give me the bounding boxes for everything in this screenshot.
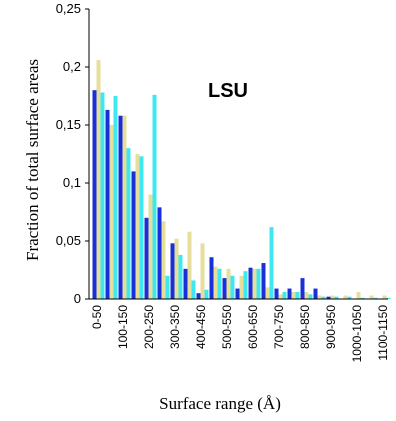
bar-series-1-150-200 — [131, 171, 136, 299]
bar-series-2-550-600 — [239, 275, 244, 299]
bar-series-1-700-750 — [274, 288, 279, 299]
bar-series-2-0-50 — [96, 60, 101, 299]
bar-series-1-300-350 — [170, 243, 175, 299]
y-tick-label: 0 — [74, 291, 81, 306]
bar-series-2-700-750 — [278, 294, 283, 299]
bar-series-2-300-350 — [174, 238, 179, 299]
bar-series-3-1000-1050 — [360, 297, 365, 299]
bar-series-2-50-100 — [109, 125, 114, 299]
bar-series-1-650-700 — [261, 263, 266, 299]
x-tick-label: 700-750 — [272, 305, 286, 349]
bar-series-1-200-250 — [144, 217, 149, 299]
bar-series-2-500-550 — [226, 268, 231, 299]
bar-series-1-0-50 — [92, 90, 97, 299]
bar-series-3-950-1000 — [347, 296, 352, 299]
y-tick-label: 0,05 — [56, 233, 81, 248]
y-axis: 0 0,05 0,1 0,15 0,2 0,25 — [56, 1, 90, 306]
bar-series-1-400-450 — [196, 293, 201, 299]
bar-series-1-550-600 — [235, 288, 240, 299]
x-tick-label: 1100-1150 — [376, 305, 390, 361]
bar-series-1-350-400 — [183, 268, 188, 299]
bar-series-1-600-650 — [248, 267, 253, 299]
bar-series-1-100-150 — [118, 115, 123, 299]
y-tick-label: 0,2 — [63, 59, 81, 74]
x-axis: 0-50 100-150 200-250 300-350 400-450 500-550 6… — [89, 298, 390, 363]
bar-series-3-850-900 — [321, 296, 326, 299]
bar-series-3-900-950 — [334, 296, 339, 299]
bar-series-3-150-200 — [139, 156, 144, 299]
bar-series-3-750-800 — [295, 292, 300, 299]
x-tick-label: 500-550 — [220, 305, 234, 349]
bar-series-3-500-550 — [230, 275, 235, 299]
bar-series-1-800-850 — [300, 278, 305, 299]
bar-series-1-50-100 — [105, 109, 110, 299]
bar-series-1-750-800 — [287, 288, 292, 299]
bar-series-group — [92, 60, 391, 300]
bar-series-3-50-100 — [113, 96, 118, 299]
bar-series-3-400-450 — [204, 289, 209, 299]
bar-series-2-800-850 — [304, 292, 309, 299]
x-tick-label: 900-950 — [324, 305, 338, 349]
x-tick-label: 300-350 — [168, 305, 182, 349]
bar-series-3-1100-1150 — [386, 297, 391, 299]
bar-series-2-350-400 — [187, 231, 192, 299]
bar-series-2-150-200 — [135, 154, 140, 299]
bar-series-3-800-850 — [308, 294, 313, 299]
x-tick-label: 800-850 — [298, 305, 312, 349]
x-tick-label: 0-50 — [90, 305, 104, 329]
bar-series-3-350-400 — [191, 280, 196, 299]
bar-series-1-250-300 — [157, 207, 162, 299]
panel-annotation-label: LSU — [208, 80, 248, 102]
bar-series-3-700-750 — [282, 292, 287, 299]
x-tick-label: 1000-1050 — [350, 305, 364, 363]
bar-series-3-600-650 — [256, 268, 261, 299]
bar-series-2-950-1000 — [343, 295, 348, 299]
bar-series-1-900-950 — [326, 296, 331, 299]
bar-series-2-200-250 — [148, 194, 153, 299]
bar-series-3-450-500 — [217, 268, 222, 299]
x-tick-label: 400-450 — [194, 305, 208, 349]
bar-series-2-850-900 — [317, 295, 322, 299]
bar-series-3-650-700 — [269, 227, 274, 299]
x-tick-label: 600-650 — [246, 305, 260, 349]
bar-series-2-750-800 — [291, 292, 296, 299]
y-tick-label: 0,15 — [56, 117, 81, 132]
bar-series-3-200-250 — [152, 94, 157, 299]
x-tick-label: 100-150 — [116, 305, 130, 349]
bar-series-3-300-350 — [178, 254, 183, 299]
bar-series-2-1100-1150 — [382, 295, 387, 299]
bar-series-1-450-500 — [209, 257, 214, 299]
bar-series-3-550-600 — [243, 271, 248, 299]
bar-series-1-500-550 — [222, 278, 227, 299]
y-tick-label: 0,25 — [56, 1, 81, 16]
x-tick-label: 200-250 — [142, 305, 156, 349]
bar-series-2-450-500 — [213, 266, 218, 299]
bar-series-2-650-700 — [265, 287, 270, 299]
y-tick-label: 0,1 — [63, 175, 81, 190]
bar-series-3-0-50 — [100, 92, 105, 300]
bar-series-2-100-150 — [122, 115, 127, 299]
bar-series-3-100-150 — [126, 148, 131, 299]
x-axis-title: Surface range (Å) — [159, 394, 281, 413]
bar-series-2-400-450 — [200, 243, 205, 299]
bar-series-2-600-650 — [252, 268, 257, 299]
bar-series-3-250-300 — [165, 275, 170, 299]
bar-series-1-850-900 — [313, 288, 318, 299]
y-axis-title: Fraction of total surface areas — [23, 59, 42, 261]
bar-series-3-1050-1100 — [373, 297, 378, 299]
bar-series-2-250-300 — [161, 221, 166, 299]
bar-series-2-1000-1050 — [356, 292, 361, 299]
bar-series-2-900-950 — [330, 295, 335, 299]
bar-series-2-1050-1100 — [369, 295, 374, 299]
